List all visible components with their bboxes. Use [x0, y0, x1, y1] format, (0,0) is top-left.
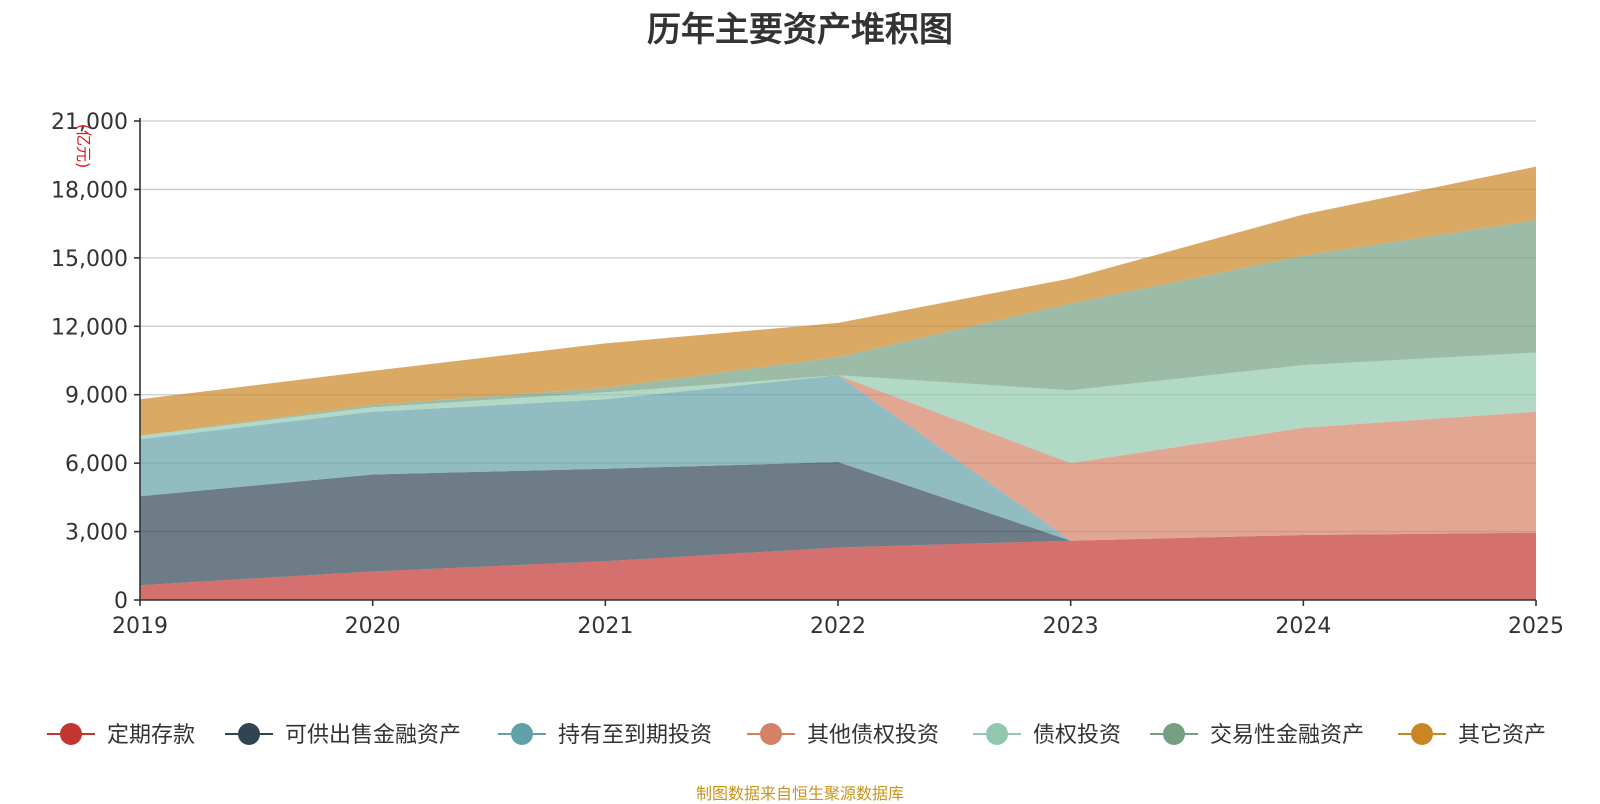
series-area-3	[140, 375, 1536, 541]
legend-label: 可供出售金融资产	[285, 723, 461, 748]
series-area-0	[140, 532, 1536, 600]
y-unit-label: (亿元)	[74, 124, 93, 169]
y-tick-label: 21,000	[51, 110, 128, 135]
y-tick-label: 12,000	[51, 315, 128, 340]
axes: 0 3,000 6,000 9,000 12,000 15,000 18,000 21,000…	[51, 110, 1564, 639]
x-tick-label: 2024	[1275, 614, 1331, 639]
legend-marker-icon	[1163, 723, 1185, 745]
y-tick-label: 6,000	[65, 452, 128, 477]
legend-item-2[interactable]: 持有至到期投资	[498, 723, 712, 748]
legend-label: 持有至到期投资	[558, 723, 712, 748]
x-tick-label: 2022	[810, 614, 866, 639]
legend-marker-icon	[511, 723, 533, 745]
x-tick-label: 2019	[112, 614, 168, 639]
y-tick-label: 0	[114, 589, 128, 614]
legend[interactable]: 定期存款 可供出售金融资产 持有至到期投资 其他债权投资 债权投资 交易性金融资产 其它资产	[47, 723, 1546, 748]
legend-item-5[interactable]: 交易性金融资产	[1150, 723, 1364, 748]
series-area-4	[140, 352, 1536, 464]
x-tick-label: 2020	[345, 614, 401, 639]
series-area-5	[140, 220, 1536, 436]
legend-item-3[interactable]: 其他债权投资	[747, 723, 939, 748]
y-tick-label: 9,000	[65, 384, 128, 409]
x-tick-label: 2023	[1043, 614, 1099, 639]
y-tick-label: 18,000	[51, 178, 128, 203]
legend-label: 定期存款	[107, 723, 195, 748]
legend-marker-icon	[760, 723, 782, 745]
series-area-1	[140, 462, 1536, 586]
source-note: 制图数据来自恒生聚源数据库	[695, 784, 904, 803]
legend-item-4[interactable]: 债权投资	[973, 723, 1121, 748]
y-tick-label: 3,000	[65, 521, 128, 546]
legend-label: 交易性金融资产	[1210, 723, 1364, 748]
series-area-2	[140, 375, 1536, 541]
legend-marker-icon	[986, 723, 1008, 745]
chart-title: 历年主要资产堆积图	[647, 10, 953, 50]
legend-label: 债权投资	[1033, 723, 1121, 748]
legend-marker-icon	[60, 723, 82, 745]
x-tick-label: 2025	[1508, 614, 1564, 639]
legend-marker-icon	[238, 723, 260, 745]
legend-item-6[interactable]: 其它资产	[1398, 723, 1546, 748]
legend-label: 其他债权投资	[807, 723, 939, 748]
legend-label: 其它资产	[1458, 723, 1546, 748]
legend-marker-icon	[1411, 723, 1433, 745]
x-tick-label: 2021	[577, 614, 633, 639]
legend-item-0[interactable]: 定期存款	[47, 723, 195, 748]
y-tick-label: 15,000	[51, 247, 128, 272]
legend-item-1[interactable]: 可供出售金融资产	[225, 723, 461, 748]
series-areas	[140, 166, 1536, 600]
series-area-6	[140, 166, 1536, 436]
